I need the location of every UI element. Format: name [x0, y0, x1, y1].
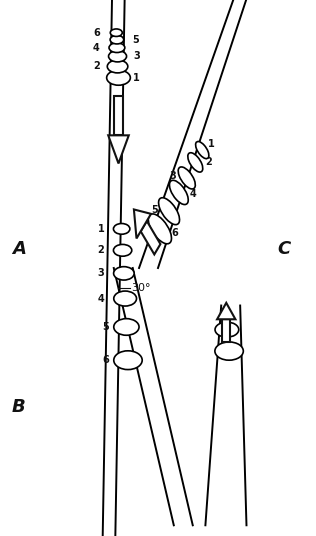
Ellipse shape — [109, 43, 125, 53]
Ellipse shape — [107, 60, 128, 73]
Text: 1: 1 — [98, 224, 105, 234]
Ellipse shape — [148, 214, 172, 244]
Text: B: B — [12, 398, 26, 416]
Ellipse shape — [159, 198, 179, 225]
Ellipse shape — [110, 35, 124, 44]
Ellipse shape — [178, 167, 195, 189]
Ellipse shape — [215, 342, 243, 360]
Ellipse shape — [108, 51, 126, 62]
Text: 6: 6 — [171, 228, 178, 237]
Text: A: A — [12, 240, 26, 258]
Ellipse shape — [113, 224, 130, 234]
Text: 5: 5 — [151, 205, 158, 215]
Text: 2: 2 — [98, 245, 105, 255]
Text: 4: 4 — [93, 43, 100, 53]
Ellipse shape — [106, 70, 130, 85]
Text: C: C — [278, 240, 291, 258]
Ellipse shape — [114, 351, 142, 370]
Text: 5: 5 — [102, 322, 109, 332]
Text: 6: 6 — [102, 355, 109, 365]
Text: 3: 3 — [170, 171, 177, 181]
Text: 4: 4 — [98, 294, 105, 303]
Ellipse shape — [114, 291, 137, 306]
Polygon shape — [134, 210, 151, 239]
Polygon shape — [141, 221, 161, 255]
Ellipse shape — [114, 318, 139, 336]
Ellipse shape — [113, 267, 134, 280]
Text: 2: 2 — [205, 158, 212, 167]
Ellipse shape — [110, 29, 122, 36]
Text: 3: 3 — [133, 51, 140, 61]
Polygon shape — [108, 136, 129, 163]
Ellipse shape — [215, 322, 239, 337]
Text: 3: 3 — [98, 269, 105, 278]
Ellipse shape — [196, 142, 209, 159]
Text: 5: 5 — [132, 35, 139, 44]
Text: 4: 4 — [189, 189, 196, 199]
Text: 1: 1 — [208, 139, 215, 148]
Ellipse shape — [188, 153, 203, 172]
Polygon shape — [217, 303, 235, 319]
Text: 2: 2 — [93, 62, 100, 71]
Ellipse shape — [113, 244, 132, 256]
Text: 6: 6 — [93, 28, 100, 38]
Polygon shape — [114, 96, 123, 136]
Text: 30°: 30° — [131, 284, 151, 293]
Ellipse shape — [169, 180, 188, 205]
Polygon shape — [222, 319, 230, 342]
Text: 1: 1 — [133, 73, 140, 83]
